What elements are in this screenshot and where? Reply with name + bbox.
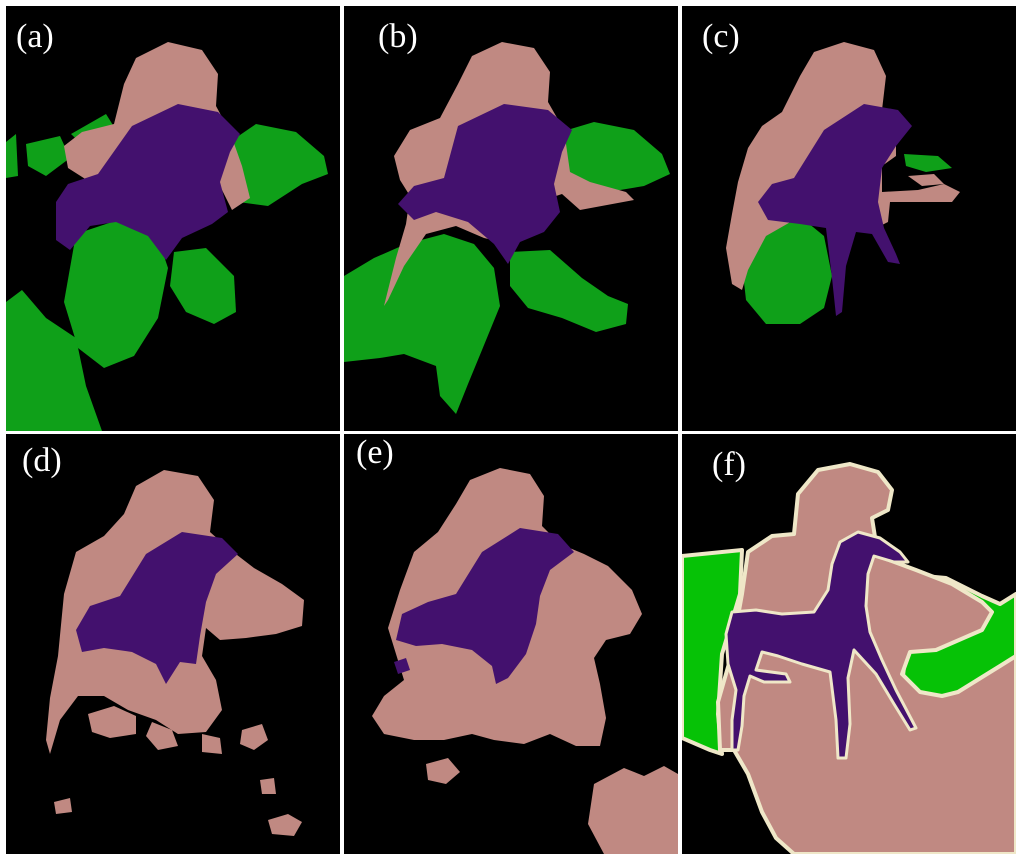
panel-label: (e): [356, 434, 394, 471]
dog-region: [398, 104, 572, 264]
segmentation-panel-c: (c): [682, 6, 1016, 431]
segmentation-panel-f: (f): [682, 434, 1016, 854]
segmentation-panel-a: (a): [6, 6, 340, 431]
panel-label: (d): [22, 442, 62, 479]
segmentation-panel-e: (e): [344, 434, 678, 854]
dog-region: [56, 104, 240, 260]
person-region: [372, 468, 678, 854]
panel-label: (c): [702, 18, 740, 55]
mask-f: [682, 462, 1016, 854]
mask-b: [344, 42, 670, 414]
mask-a: [6, 42, 328, 431]
dog-region: [76, 532, 238, 684]
segmentation-panel-b: (b): [344, 6, 678, 431]
mask-e: [372, 468, 678, 854]
segmentation-panel-d: (d): [6, 434, 340, 854]
foliage-region: [6, 114, 328, 431]
panel-label: (b): [378, 18, 418, 55]
mask-c: [726, 42, 960, 324]
dog-region: [758, 104, 912, 316]
panel-label: (f): [712, 446, 746, 483]
foliage-region: [742, 154, 952, 324]
mask-d: [46, 470, 304, 836]
dog-region: [724, 530, 918, 760]
dog-region: [394, 528, 574, 684]
foliage-region: [344, 122, 670, 414]
panel-label: (a): [16, 18, 54, 55]
